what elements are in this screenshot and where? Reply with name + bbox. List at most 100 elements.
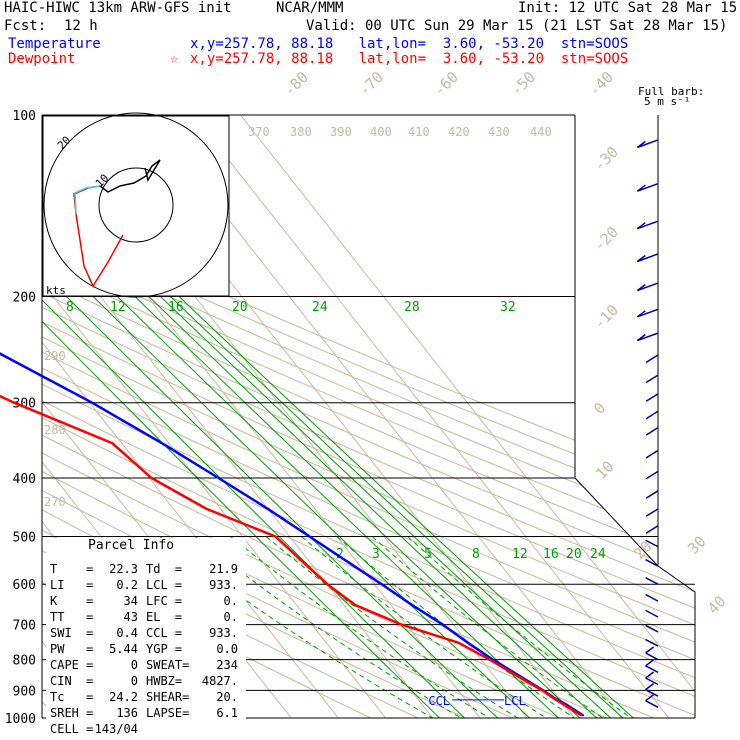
isotherm-tick-labels: -80 -70 -60 -50 -40 -30 -20 -10 0 10 20 30 40 — [280, 68, 730, 618]
lcl-ccl-markers: LCL CCL — [428, 694, 525, 708]
wind-barb-feather — [636, 284, 646, 292]
pressure-tick-label: 400 — [13, 472, 36, 487]
parcel-info-cell: 933. — [209, 578, 238, 592]
theta-label: 400 — [370, 125, 392, 139]
moist-adiabat-line — [407, 536, 632, 718]
isotherm-label: -50 — [507, 68, 539, 100]
mixing-ratio-label: 24 — [590, 547, 606, 562]
theta-label: 380 — [290, 125, 312, 139]
wind-barb — [645, 525, 659, 534]
parcel-info-cell: 4827. — [201, 674, 238, 688]
wind-barb-feather — [636, 140, 646, 149]
wind-barb — [645, 688, 659, 697]
isotherm-label: -60 — [430, 68, 462, 100]
wind-barb — [637, 220, 659, 230]
wind-barb-feather — [645, 659, 655, 667]
pressure-tick-label: 900 — [13, 684, 36, 699]
temperature-point — [308, 535, 311, 538]
parcel-info-cell: 20. — [216, 690, 238, 704]
wind-barb — [645, 470, 659, 480]
init-time: Init: 12 UTC Sat 28 Mar 15 — [518, 0, 738, 16]
temperature-point — [380, 583, 383, 585]
dry-adiabat-line — [42, 115, 695, 718]
model-title: HAIC-HIWC 13km ARW-GFS init — [4, 0, 232, 16]
parcel-info-cell: 43 — [123, 610, 138, 624]
parcel-info-cell: EL = — [146, 610, 183, 624]
hodograph-trace-upper — [99, 159, 161, 193]
dewpoint-point — [541, 689, 544, 692]
pressure-tick-label: 500 — [13, 530, 36, 545]
mixing-ratio-label: 20 — [566, 547, 582, 562]
parcel-info-cell: 136 — [116, 706, 138, 720]
dewpoint-point — [326, 583, 329, 585]
barb-legend-title: Full barb: — [638, 85, 705, 98]
mixing-ratio-label: 24 — [312, 300, 328, 315]
valid-time: Valid: 00 UTC Sun 29 Mar 15 (21 LST Sat … — [306, 18, 728, 34]
dewpoint-point — [563, 703, 565, 706]
theta-label: 410 — [408, 125, 430, 139]
parcel-info-cell: 234 — [216, 658, 238, 672]
theta-label: 390 — [330, 125, 352, 139]
wind-barb-feather — [636, 310, 646, 318]
wind-barb-feather — [636, 222, 646, 230]
isotherm-line — [42, 115, 434, 718]
parcel-info-cell: TT = — [50, 610, 94, 624]
wind-barb — [645, 609, 659, 618]
wind-barb-feather — [645, 671, 655, 679]
wind-barb — [645, 508, 659, 517]
mixing-ratio-label: 16 — [168, 300, 184, 315]
parcel-info-cell: 34 — [123, 594, 138, 608]
theta-label: 430 — [488, 125, 510, 139]
temperature-point — [1, 354, 4, 356]
theta-label: 270 — [44, 495, 66, 509]
parcel-info-panel: Parcel Info T = 22.3 Td = 21.9 LI = 0.2 LCL = 9… — [46, 538, 246, 736]
parcel-info-cell: SWEAT= — [146, 658, 190, 672]
parcel-info-cell: 24.2 — [109, 690, 138, 704]
dry-adiabat-line — [42, 115, 607, 718]
mixing-ratio-label: 20 — [232, 300, 248, 315]
dry-adiabat-line — [42, 115, 695, 718]
dry-adiabat-line — [42, 115, 695, 718]
wind-barb — [645, 577, 659, 585]
parcel-info-cell: Td = — [146, 562, 183, 576]
dry-adiabat-line — [42, 115, 695, 718]
mixing-ratio-label: 8 — [472, 547, 480, 562]
parcel-info-cell: 0 — [130, 658, 138, 672]
parcel-info-cell: K = — [50, 594, 94, 608]
forecast-value: 12 h — [64, 18, 98, 34]
isotherm-label: 40 — [704, 592, 730, 618]
parcel-info-cell: HWBZ= — [146, 674, 183, 688]
parcel-info-cell: 0.4 — [116, 626, 138, 640]
isotherm-label: -80 — [280, 68, 312, 100]
parcel-info-title: Parcel Info — [88, 538, 175, 553]
isotherm-line — [240, 115, 695, 718]
dry-adiabat-line — [42, 115, 695, 718]
theta-label: 290 — [44, 349, 66, 363]
parcel-info-cell: LFC = — [146, 594, 183, 608]
temperature-point — [346, 560, 348, 563]
dewpoint-point — [301, 560, 304, 563]
mixing-ratio-label: 8 — [66, 300, 74, 315]
wind-barb-feather — [636, 254, 646, 263]
temperature-point — [441, 623, 444, 626]
parcel-info-cell: SHEAR= — [146, 690, 190, 704]
mixing-ratio-label: 5 — [424, 547, 432, 562]
parcel-info-cell: CIN = — [50, 674, 94, 688]
wind-barb-feather — [636, 184, 646, 192]
wind-barb — [637, 139, 659, 149]
wind-barb — [645, 652, 659, 661]
temperature-legend-label: Temperature — [8, 36, 101, 52]
wind-barb-feather — [645, 646, 655, 654]
mixing-ratio-line — [178, 296, 634, 718]
parcel-info-cell: SREH = — [50, 706, 94, 720]
dry-adiabat-lines — [42, 115, 695, 718]
pressure-tick-label: 700 — [13, 619, 36, 634]
wind-barb — [645, 393, 659, 402]
wind-barb — [637, 282, 659, 292]
dewpoint-point — [354, 604, 357, 606]
isotherm-label: 10 — [592, 457, 618, 483]
mixing-ratio-label: 28 — [404, 300, 420, 315]
wind-barb-feather — [645, 694, 655, 702]
